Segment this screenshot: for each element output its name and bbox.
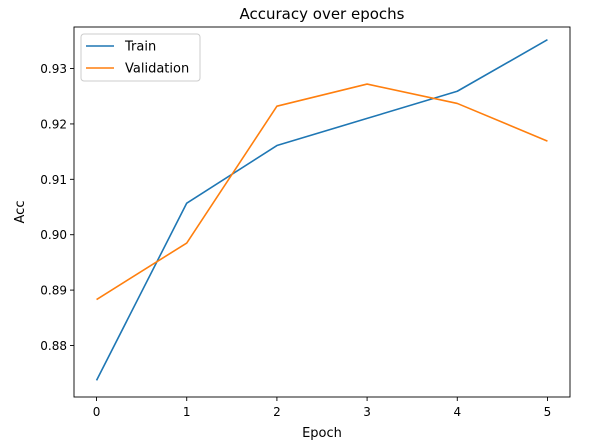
chart-title: Accuracy over epochs <box>240 5 405 23</box>
x-tick-label: 4 <box>453 405 461 419</box>
legend-label-train: Train <box>124 40 156 55</box>
x-tick-label: 3 <box>363 405 371 419</box>
series-line-train <box>95 39 548 381</box>
x-axis: 0 1 2 3 4 5 <box>93 397 552 419</box>
y-tick-label: 0.93 <box>40 62 67 76</box>
x-tick-label: 1 <box>183 405 191 419</box>
series-lines <box>95 39 548 381</box>
y-tick-label: 0.91 <box>40 173 67 187</box>
y-tick-label: 0.89 <box>40 284 67 298</box>
y-axis: 0.88 0.89 0.90 0.91 0.92 0.93 <box>40 62 74 353</box>
y-tick-label: 0.88 <box>40 339 67 353</box>
legend-label-validation: Validation <box>125 62 189 77</box>
x-axis-label: Epoch <box>302 426 342 441</box>
x-tick-label: 0 <box>93 405 101 419</box>
legend: Train Validation <box>80 33 201 82</box>
series-line-validation <box>96 83 548 301</box>
y-tick-label: 0.92 <box>40 117 67 131</box>
x-tick-label: 5 <box>544 405 552 419</box>
x-tick-label: 2 <box>273 405 281 419</box>
plot-area <box>73 26 571 398</box>
y-axis-label: Acc <box>13 201 28 224</box>
y-tick-label: 0.90 <box>40 228 67 242</box>
